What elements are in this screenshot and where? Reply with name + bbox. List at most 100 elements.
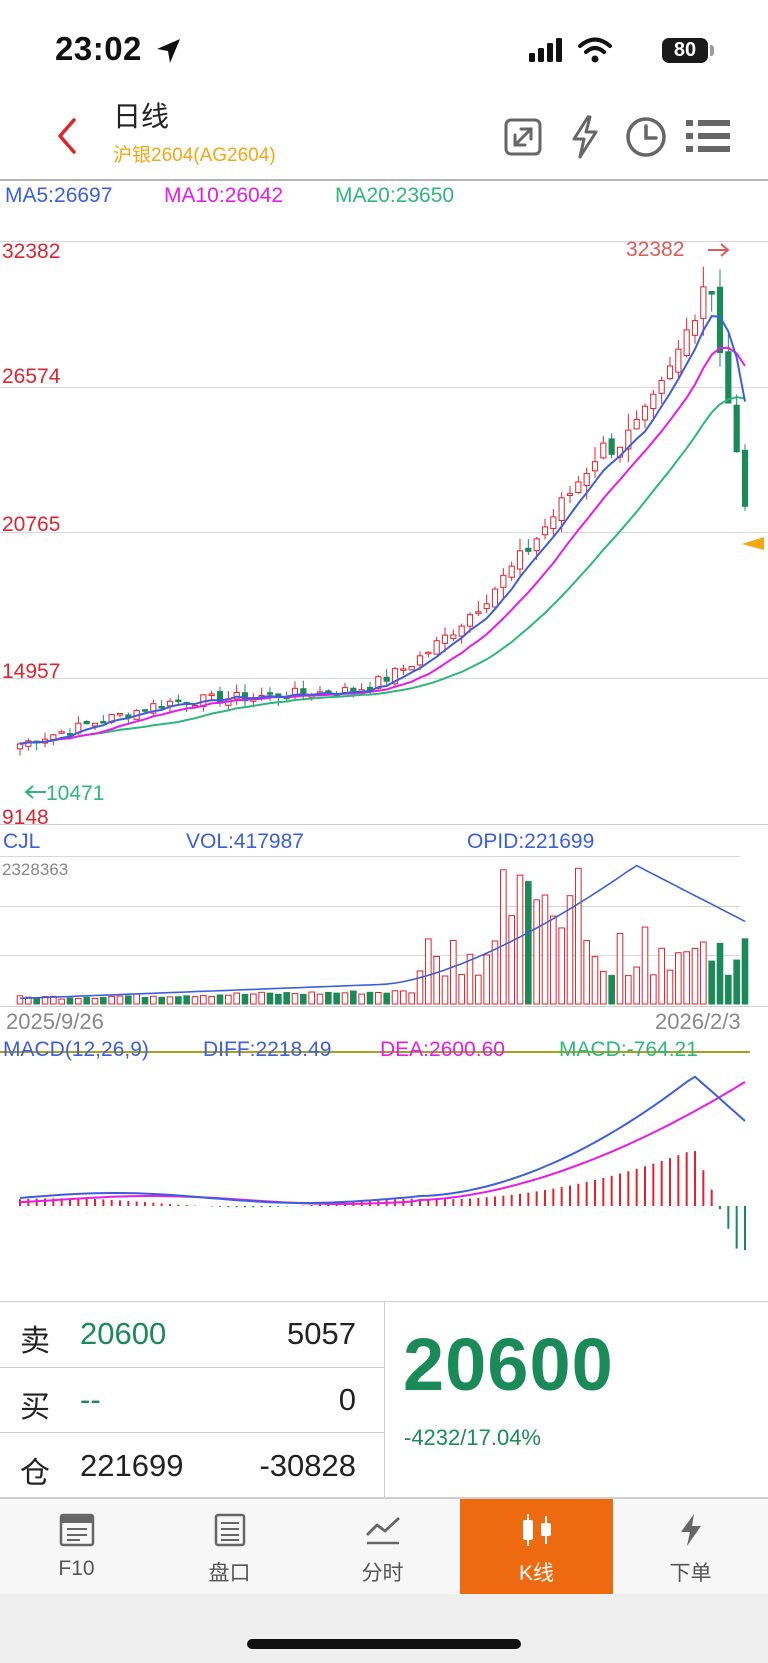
bottom-nav: F10 盘口 分时 K线 下单 — [0, 1498, 768, 1595]
contract-subtitle: 沪银2604(AG2604) — [113, 145, 276, 166]
volume-bar — [550, 915, 557, 1005]
up-candle — [416, 655, 424, 666]
up-candle — [475, 611, 482, 614]
volume-bar — [641, 926, 649, 1005]
price-label-top: 32382 — [2, 240, 61, 263]
volume-bar — [691, 947, 699, 1005]
ma5-legend: MA5:26697 — [5, 184, 113, 207]
down-candle — [725, 351, 732, 404]
volume-bar — [158, 996, 165, 1005]
opid-line — [19, 864, 746, 1000]
volume-bar — [208, 995, 215, 1005]
volume-bar — [333, 992, 340, 1005]
down-candle — [608, 438, 615, 455]
down-candle — [300, 688, 307, 695]
back-icon[interactable] — [52, 116, 82, 156]
up-candle — [583, 472, 590, 487]
candlestick-chart[interactable] — [0, 235, 768, 825]
up-candle — [508, 565, 515, 578]
up-candle — [533, 538, 540, 552]
ma10-legend: MA10:26042 — [164, 184, 284, 207]
down-candle — [708, 291, 715, 295]
volume-bar — [25, 996, 32, 1005]
clock-icon[interactable] — [624, 115, 668, 159]
down-candle — [158, 705, 165, 709]
up-candle — [491, 588, 499, 608]
up-candle — [625, 429, 632, 450]
macd-chart[interactable] — [0, 1060, 768, 1250]
dea-line — [19, 1081, 746, 1205]
volume-bar — [716, 942, 724, 1005]
volume-bar — [366, 991, 374, 1005]
high-arrow-icon — [708, 243, 730, 257]
low-price-marker: 10471 — [46, 782, 105, 805]
expand-icon[interactable] — [503, 117, 543, 157]
down-candle — [175, 699, 182, 703]
price-label: 20765 — [2, 513, 61, 536]
volume-bar — [391, 990, 399, 1005]
nav-kline-label: K线 — [518, 1562, 554, 1585]
volume-chart[interactable] — [0, 856, 768, 1006]
up-candle — [683, 329, 690, 357]
volume-bar — [266, 992, 274, 1005]
up-candle — [541, 526, 549, 536]
price-change: -4232/17.04% — [404, 1425, 541, 1450]
up-candle — [400, 668, 407, 671]
macd-value-label: MACD:-764.21 — [559, 1038, 698, 1061]
nav-order-book[interactable]: 盘口 — [153, 1499, 306, 1595]
up-candle — [558, 497, 565, 521]
down-candle — [383, 676, 390, 682]
menu-icon[interactable] — [685, 117, 731, 155]
up-candle — [500, 574, 507, 588]
volume-bar — [275, 993, 282, 1005]
up-candle — [458, 625, 465, 637]
lightning-icon[interactable] — [568, 114, 602, 160]
up-candle — [441, 634, 449, 644]
volume-bar — [458, 974, 465, 1005]
ma20-line — [19, 396, 746, 745]
volume-bar — [41, 996, 49, 1005]
cjl-label: CJL — [3, 830, 41, 853]
ma20-legend: MA20:23650 — [335, 184, 455, 207]
volume-bar — [683, 951, 690, 1005]
home-indicator[interactable] — [247, 1639, 521, 1649]
volume-bar — [566, 895, 574, 1005]
volume-bar — [666, 969, 674, 1005]
volume-bar — [450, 939, 457, 1005]
volume-bar — [83, 996, 90, 1005]
nav-intraday[interactable]: 分时 — [306, 1499, 459, 1595]
up-candle — [600, 442, 607, 459]
up-candle — [166, 700, 174, 707]
sell-label: 卖 — [20, 1325, 50, 1358]
volume-bar — [16, 995, 24, 1005]
up-candle — [641, 405, 649, 421]
volume-bar — [116, 995, 124, 1005]
volume-bar — [308, 991, 315, 1005]
f10-icon — [59, 1513, 94, 1547]
nav-f10[interactable]: F10 — [0, 1499, 153, 1595]
volume-bar — [633, 966, 640, 1005]
up-candle — [575, 481, 582, 494]
volume-bar — [516, 874, 524, 1005]
nav-kline[interactable]: K线 — [460, 1499, 613, 1595]
up-candle — [566, 493, 574, 496]
volume-bar — [241, 993, 249, 1005]
price-gridline — [0, 241, 768, 242]
down-candle — [266, 692, 274, 695]
volume-bar — [150, 995, 157, 1005]
nav-order[interactable]: 下单 — [614, 1499, 767, 1595]
volume-bar — [525, 881, 532, 1005]
up-candle — [425, 651, 432, 655]
volume-bar — [216, 994, 224, 1005]
volume-bar — [433, 956, 440, 1005]
up-candle — [50, 734, 57, 740]
dea-label: DEA:2600.60 — [380, 1038, 505, 1061]
vol-label: VOL:417987 — [186, 830, 304, 853]
up-candle — [483, 603, 490, 609]
home-area — [0, 1594, 768, 1663]
volume-bar — [616, 932, 624, 1005]
diff-label: DIFF:2218.49 — [203, 1038, 332, 1061]
volume-bar — [558, 927, 565, 1005]
quote-row-divider — [0, 1432, 384, 1433]
volume-bar — [250, 993, 257, 1005]
